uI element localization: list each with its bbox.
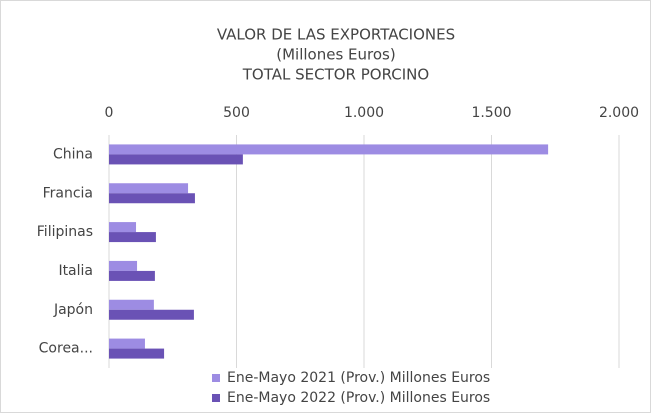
bar — [109, 154, 243, 165]
bar — [109, 222, 137, 233]
y-tick-label: Filipinas — [37, 224, 93, 240]
x-tick-label: 1.000 — [344, 105, 384, 121]
chart-title: (Millones Euros) — [276, 46, 395, 64]
y-tick-label: China — [53, 146, 93, 162]
bar — [109, 183, 189, 194]
x-tick-label: 500 — [223, 105, 250, 121]
y-tick-label: Corea... — [39, 341, 93, 357]
bar — [109, 299, 154, 310]
y-tick-label: Francia — [43, 185, 93, 201]
bar — [109, 270, 155, 281]
legend-label: Ene-Mayo 2021 (Prov.) Millones Euros — [227, 370, 490, 386]
bar — [109, 193, 195, 204]
legend-swatch — [212, 374, 220, 382]
chart-title: TOTAL SECTOR PORCINO — [242, 66, 429, 84]
bar — [109, 144, 549, 155]
bar — [109, 338, 145, 349]
x-tick-label: 0 — [105, 105, 114, 121]
y-tick-label: Japón — [53, 302, 93, 318]
x-tick-label: 2.000 — [599, 105, 639, 121]
x-tick-label: 1.500 — [471, 105, 511, 121]
bar — [109, 348, 165, 359]
bar — [109, 260, 138, 271]
bar — [109, 232, 156, 243]
legend-label: Ene-Mayo 2022 (Prov.) Millones Euros — [227, 390, 490, 406]
y-tick-label: Italia — [58, 263, 93, 279]
legend-swatch — [212, 394, 220, 402]
chart-title: VALOR DE LAS EXPORTACIONES — [217, 26, 455, 44]
bar — [109, 309, 194, 320]
